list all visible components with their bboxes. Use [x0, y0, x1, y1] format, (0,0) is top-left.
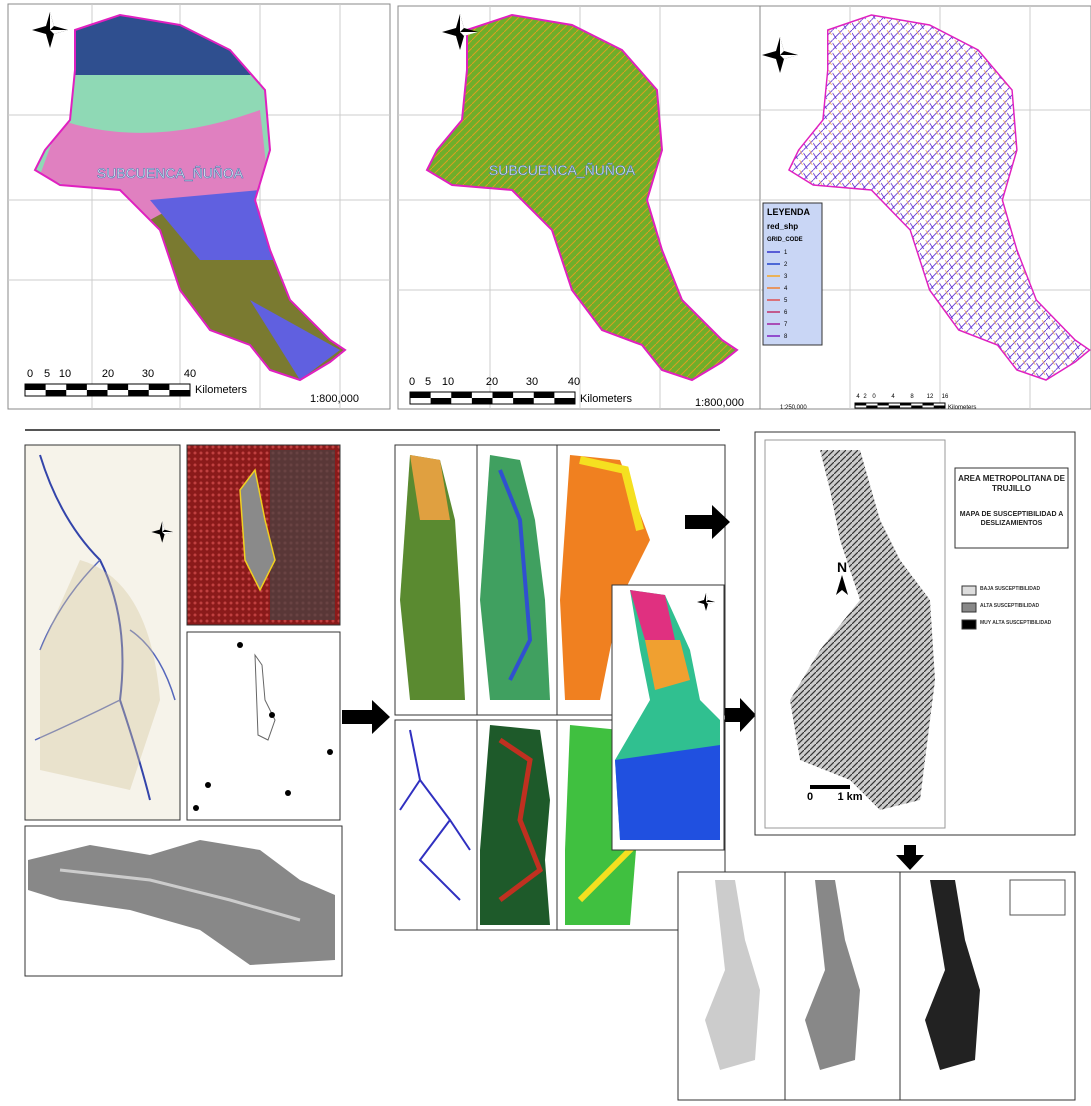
scale-tick-label: 2: [863, 394, 867, 400]
north-label: N: [837, 559, 847, 575]
scale-tick-label: 0: [27, 368, 33, 380]
map-panel: SUBCUENCA_ÑUÑOA: [397, 5, 761, 410]
scale-unit: Kilometers: [580, 393, 632, 405]
final-legend-entry: ALTA SUSCEPTIBILIDAD: [980, 603, 1040, 609]
scale-tick-label: 5: [425, 376, 431, 388]
scale-tick-label: 30: [142, 368, 154, 380]
scale-tick-label: 16: [942, 394, 949, 400]
scale-segment: [933, 405, 945, 408]
legend-title: LEYENDA: [767, 207, 811, 217]
legend-class: 5: [784, 298, 788, 304]
scale-segment: [451, 392, 472, 398]
scale-tick-label: 10: [442, 376, 454, 388]
scale-tick-label: 0: [409, 376, 415, 388]
scale-segment: [900, 403, 912, 406]
scale-tick-label: 8: [910, 394, 914, 400]
scale-tick-label: 10: [59, 368, 71, 380]
legend-class: 4: [784, 286, 788, 292]
scale-tick-label: 20: [102, 368, 114, 380]
scale-segment: [492, 392, 514, 398]
map-panel: [759, 5, 1091, 410]
final-map-variants: [677, 871, 1076, 1101]
scale-label: 1 km: [837, 791, 862, 803]
scale-segment: [855, 403, 867, 406]
scale-segment: [513, 398, 534, 404]
scale-segment: [554, 398, 575, 404]
scale-segment: [107, 384, 129, 390]
scale-segment: [45, 390, 67, 396]
scale-segment: [128, 390, 149, 396]
input-maps: [24, 444, 343, 977]
legend: LEYENDA red_shp GRID_CODE 1 2 3 4 5 6 7 8: [767, 207, 811, 340]
map-panel: SUBCUENCA_ÑUÑOA: [7, 3, 391, 410]
scale-segment: [866, 405, 878, 408]
scale-segment: [877, 403, 889, 406]
legend-layer: red_shp: [767, 222, 798, 231]
scale-segment: [66, 384, 87, 390]
scale-tick-label: 40: [184, 368, 196, 380]
scale-segment: [430, 398, 452, 404]
scale-tick-label: 30: [526, 376, 538, 388]
scale-segment: [86, 390, 108, 396]
legend-class: 7: [784, 322, 788, 328]
final-legend-entry: BAJA SUSCEPTIBILIDAD: [980, 586, 1041, 592]
scale-segment: [471, 398, 493, 404]
scale-tick-label: 4: [856, 394, 860, 400]
legend-field: GRID_CODE: [767, 237, 803, 243]
scale-segment: [410, 392, 431, 398]
legend-class: 2: [784, 262, 788, 268]
legend-class: 1: [784, 250, 788, 256]
scale-unit: Kilometers: [948, 405, 976, 411]
final-map-title: AREA METROPOLITANA DE TRUJILLO: [958, 474, 1065, 493]
scale-tick-label: 0: [872, 394, 876, 400]
scale-tick-label: 5: [44, 368, 50, 380]
scale-segment: [888, 405, 900, 408]
scale-tick-label: 40: [568, 376, 580, 388]
scale-segment: [922, 403, 934, 406]
basin-label: SUBCUENCA_ÑUÑOA: [97, 165, 244, 181]
scale-unit: Kilometers: [195, 384, 247, 396]
scale-segment: [148, 384, 170, 390]
scale-tick-label: 4: [891, 394, 895, 400]
scale-segment: [169, 390, 190, 396]
final-map-subtitle: MAPA DE SUSCEPTIBILIDAD A DESLIZAMIENTOS: [959, 511, 1064, 527]
scale-ratio: 1:250,000: [780, 405, 807, 411]
scale-segment: [911, 405, 923, 408]
scale-segment: [25, 384, 46, 390]
scale-tick-label: 12: [927, 394, 934, 400]
basin-label: SUBCUENCA_ÑUÑOA: [489, 162, 636, 178]
final-map: [754, 431, 1076, 836]
scale-ratio: 1:800,000: [695, 397, 744, 409]
legend-class: 8: [784, 334, 788, 340]
scale-label: 0: [807, 791, 813, 803]
legend-class: 3: [784, 274, 788, 280]
scale-ratio: 1:800,000: [310, 393, 359, 405]
legend-class: 6: [784, 310, 788, 316]
final-legend-entry: MUY ALTA SUSCEPTIBILIDAD: [980, 620, 1052, 626]
derived-maps: [394, 444, 726, 931]
scale-segment: [533, 392, 555, 398]
scale-tick-label: 20: [486, 376, 498, 388]
